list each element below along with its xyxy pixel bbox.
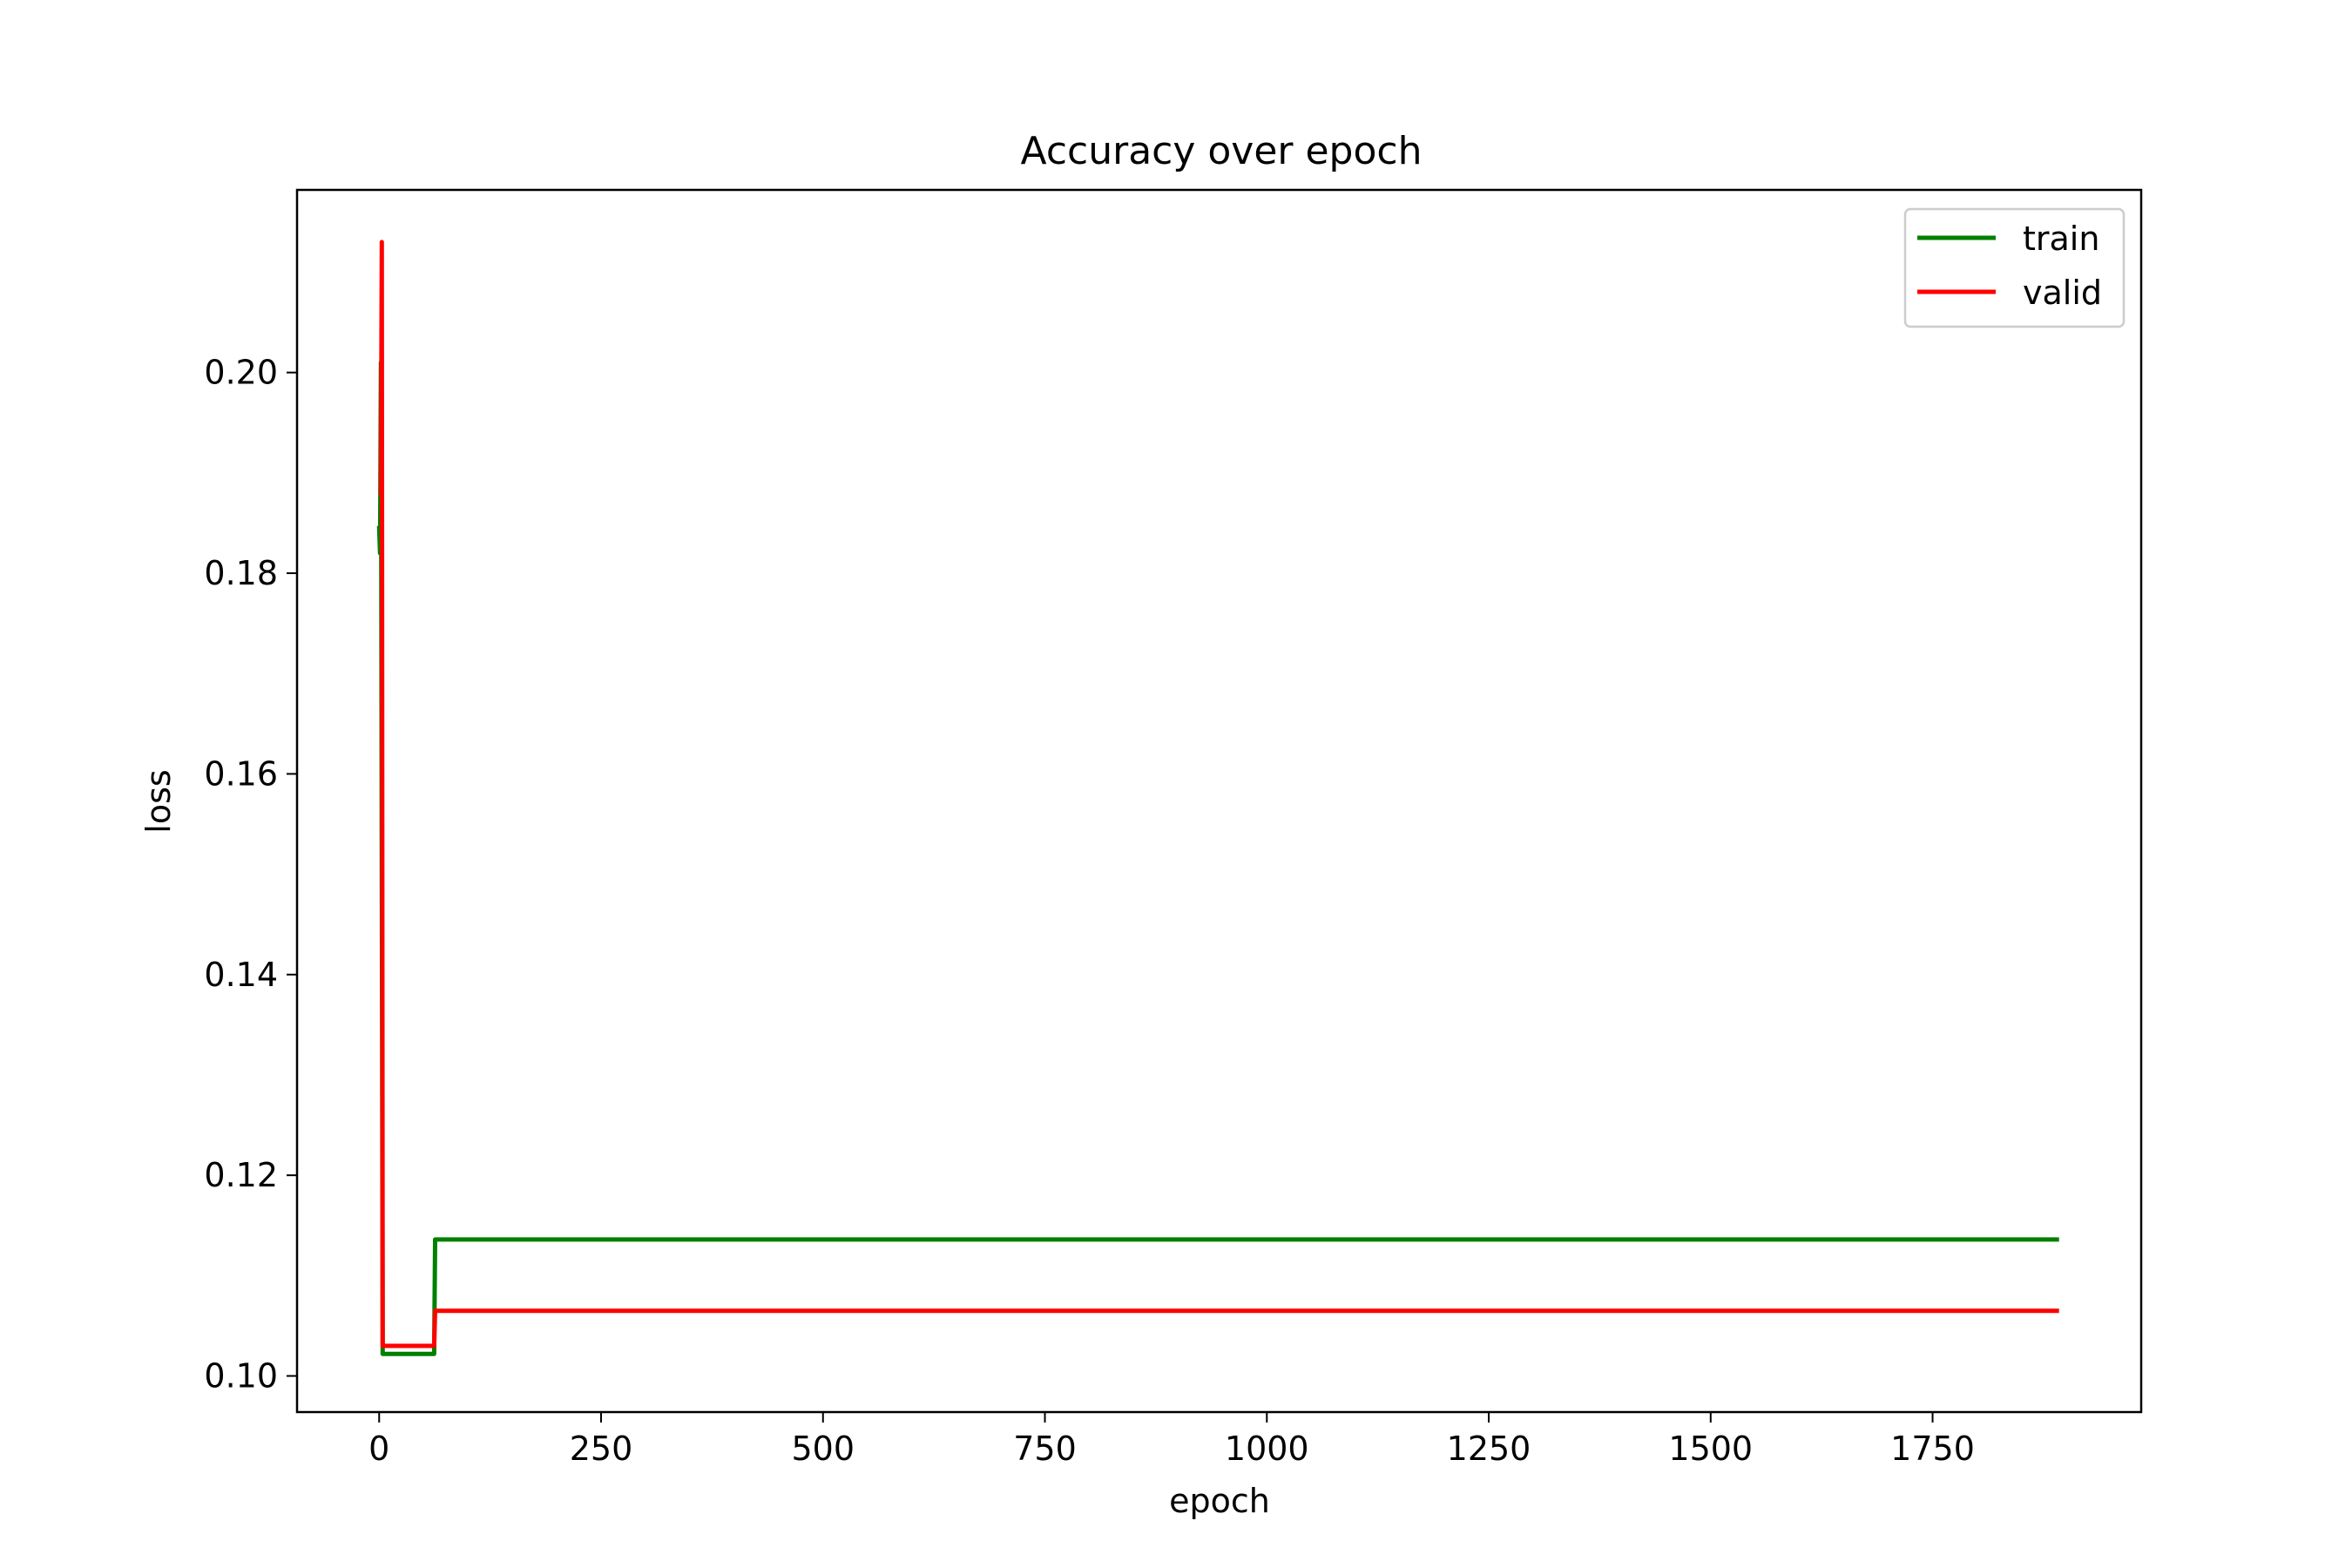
- x-tick-label: 1750: [1890, 1429, 1975, 1468]
- y-tick-label: 0.16: [204, 754, 278, 793]
- legend-valid-label: valid: [2023, 274, 2102, 312]
- chart-title: Accuracy over epoch: [1021, 129, 1423, 173]
- y-tick-label: 0.14: [204, 956, 278, 994]
- plot-frame: [295, 188, 2143, 1414]
- x-tick-label: 1500: [1668, 1429, 1753, 1468]
- x-axis-label: epoch: [1169, 1482, 1270, 1520]
- y-tick-label: 0.20: [204, 354, 278, 392]
- y-axis: 0.10 0.12 0.14 0.16 0.18 0.20: [204, 354, 297, 1396]
- x-tick-label: 250: [570, 1429, 633, 1468]
- plot-background: [297, 190, 2141, 1412]
- x-tick-label: 0: [368, 1429, 389, 1468]
- y-axis-label: loss: [139, 769, 178, 833]
- y-tick-label: 0.12: [204, 1156, 278, 1194]
- plot-area: [295, 188, 2143, 1414]
- x-tick-label: 500: [791, 1429, 855, 1468]
- y-tick-label: 0.10: [204, 1357, 278, 1396]
- series-layer: [376, 240, 2059, 1356]
- series-line-valid: [378, 240, 2059, 1348]
- x-tick-label: 750: [1013, 1429, 1077, 1468]
- legend-train-label: train: [2023, 220, 2099, 258]
- legend: train valid: [1903, 207, 2126, 328]
- x-tick-label: 1250: [1447, 1429, 1531, 1468]
- y-tick-label: 0.18: [204, 554, 278, 592]
- x-axis: 0 250 500 750 1000 1250 1500 1750: [368, 1412, 1975, 1468]
- x-tick-label: 1000: [1225, 1429, 1309, 1468]
